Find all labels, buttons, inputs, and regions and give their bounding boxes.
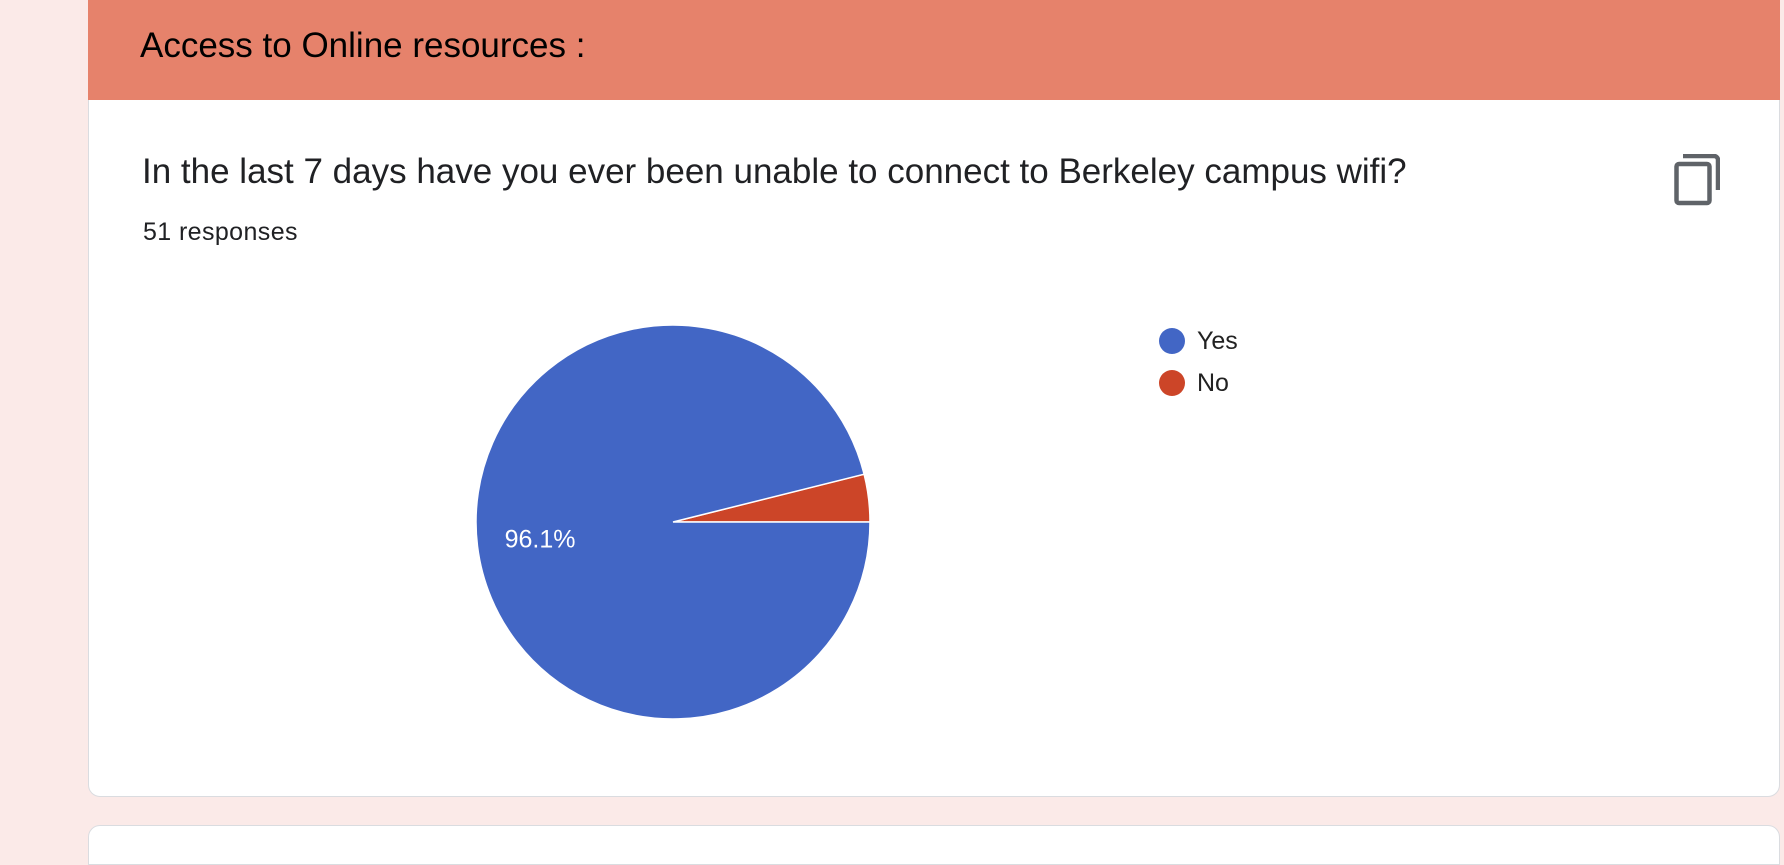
pie-data-label-yes: 96.1%	[505, 525, 576, 553]
pie-chart: 96.1%	[475, 324, 871, 720]
copy-chart-button[interactable]	[1669, 152, 1725, 208]
legend-label-yes: Yes	[1197, 327, 1238, 355]
section-title: Access to Online resources :	[140, 26, 586, 65]
legend-item-yes: Yes	[1159, 320, 1238, 362]
question-card: In the last 7 days have you ever been un…	[88, 100, 1780, 797]
copy-icon	[1674, 154, 1720, 206]
pie-slice-yes	[475, 324, 871, 720]
legend-swatch-no	[1159, 370, 1185, 396]
legend-label-no: No	[1197, 369, 1229, 397]
chart-legend: Yes No	[1159, 320, 1238, 404]
response-count: 51 responses	[143, 218, 298, 246]
next-question-card	[88, 825, 1780, 865]
question-title: In the last 7 days have you ever been un…	[142, 152, 1407, 191]
legend-item-no: No	[1159, 362, 1238, 404]
legend-swatch-yes	[1159, 328, 1185, 354]
section-header: Access to Online resources :	[88, 0, 1780, 100]
